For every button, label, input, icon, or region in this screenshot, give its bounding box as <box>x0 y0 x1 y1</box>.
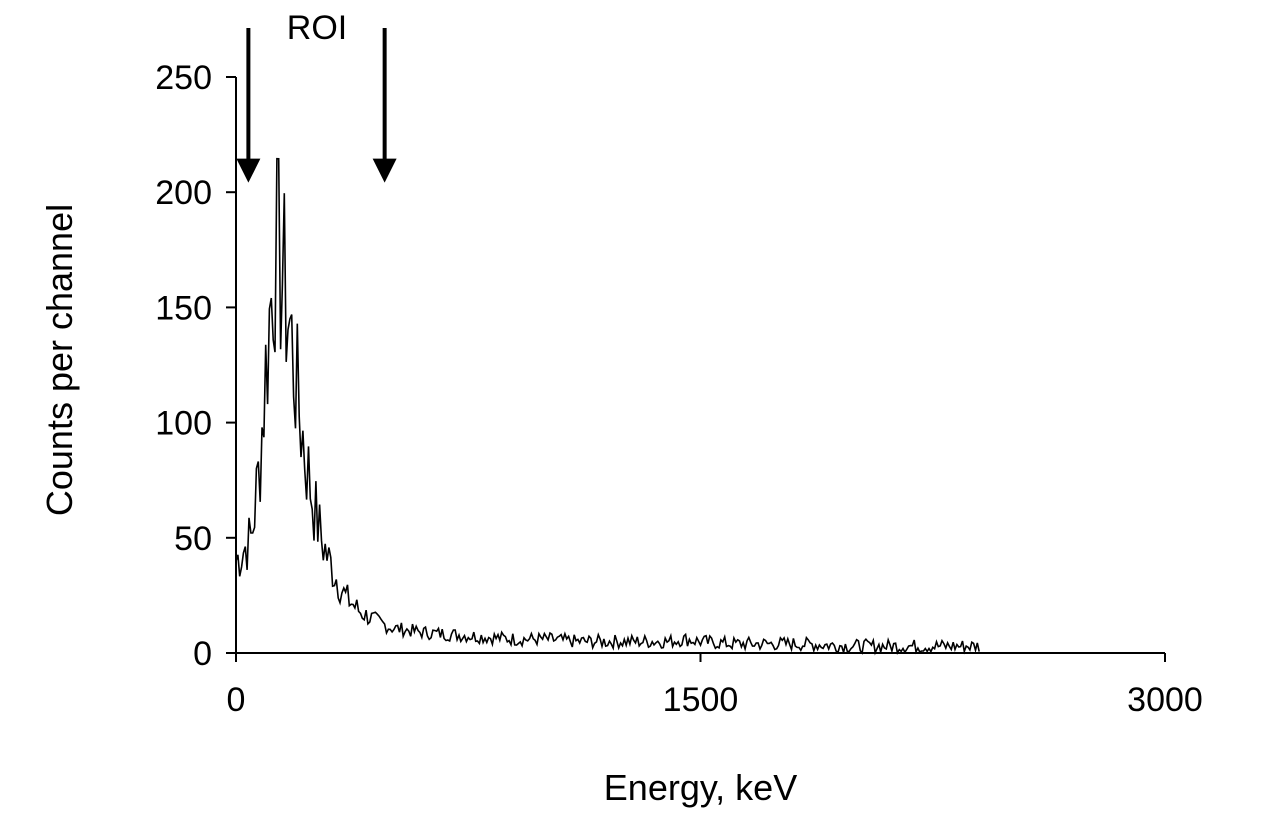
x-ticks: 0 1500 3000 <box>227 653 1203 719</box>
x-axis-title: Energy, keV <box>604 767 797 808</box>
y-ticks: 0 50 100 150 200 250 <box>155 59 236 673</box>
x-tick-label: 1500 <box>663 681 739 719</box>
roi-label: ROI <box>287 9 347 47</box>
y-tick-label: 150 <box>155 289 212 327</box>
y-tick-label: 0 <box>193 635 212 673</box>
spectrum-line <box>235 157 980 656</box>
y-tick-label: 250 <box>155 59 212 97</box>
roi-arrow-head <box>372 158 397 183</box>
roi-arrow-head <box>236 158 261 183</box>
x-tick-label: 0 <box>227 681 246 719</box>
annotations: ROI <box>236 9 397 183</box>
data-layer <box>235 157 980 656</box>
y-tick-label: 50 <box>174 520 212 558</box>
y-tick-label: 200 <box>155 174 212 212</box>
y-axis-title: Counts per channel <box>39 204 80 516</box>
y-tick-label: 100 <box>155 405 212 443</box>
x-tick-label: 3000 <box>1127 681 1203 719</box>
